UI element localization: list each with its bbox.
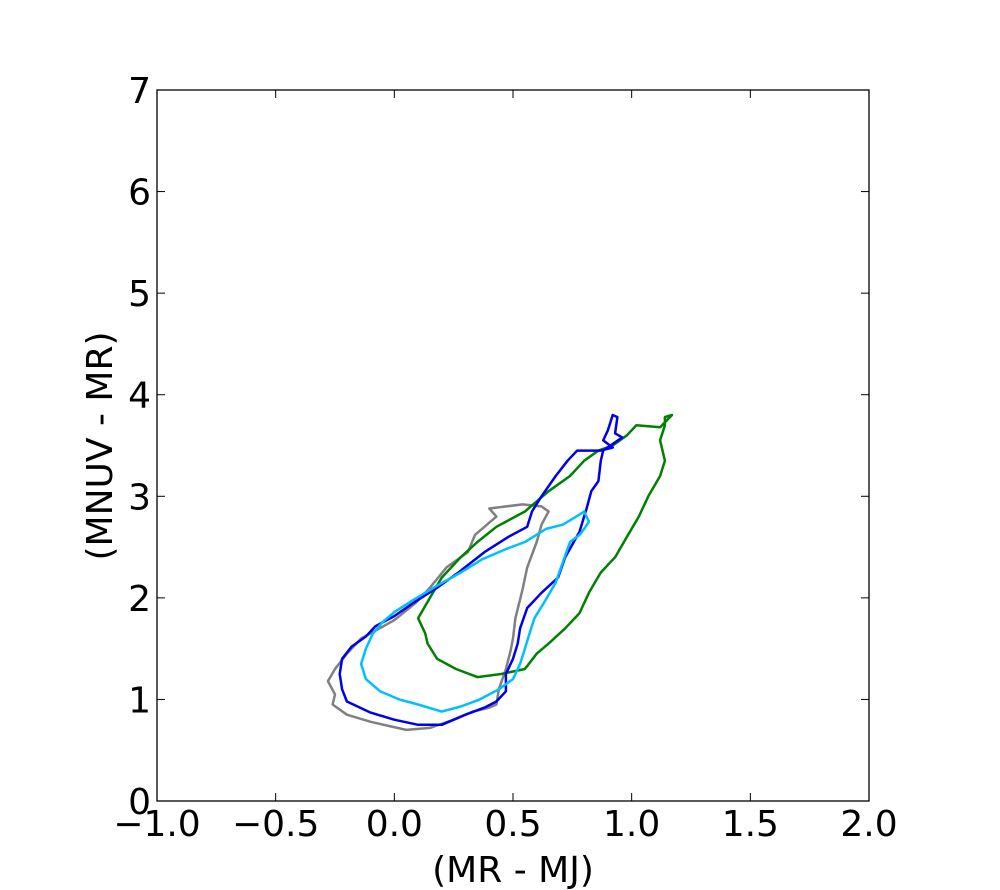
contour-lines: [326, 413, 674, 732]
contour-series-4: [359, 510, 591, 713]
y-tick-label: 7: [128, 71, 151, 112]
y-tick-label: 2: [128, 579, 151, 620]
x-axis-label: (MR - MJ): [432, 850, 594, 890]
axis-ticks: [156, 89, 870, 802]
y-tick-label: 3: [128, 477, 151, 518]
contour-series-3: [338, 413, 624, 727]
x-tick-label: 1.0: [603, 804, 660, 845]
x-tick-label: 0.5: [484, 804, 541, 845]
x-tick-label: 2.0: [840, 804, 897, 845]
y-axis-label: (MNUV - MR): [80, 331, 121, 560]
x-tick-label: −0.5: [232, 804, 319, 845]
y-tick-label: 4: [128, 376, 151, 417]
y-tick-label: 6: [128, 173, 151, 214]
contour-series-2: [416, 413, 674, 679]
y-tick-label: 5: [128, 274, 151, 315]
y-tick-label: 0: [128, 782, 151, 823]
contour-series-1: [326, 503, 550, 732]
y-tick-label: 1: [128, 680, 151, 721]
plot-frame: [156, 89, 870, 802]
x-tick-label: 1.5: [722, 804, 779, 845]
x-tick-label: 0.0: [366, 804, 423, 845]
x-tick-label: −1.0: [113, 804, 200, 845]
axis-tick-labels: −1.0 −0.5 0.0 0.5 1.0 1.5 2.0 0 1 2 3 4 5 6 7: [113, 71, 897, 845]
